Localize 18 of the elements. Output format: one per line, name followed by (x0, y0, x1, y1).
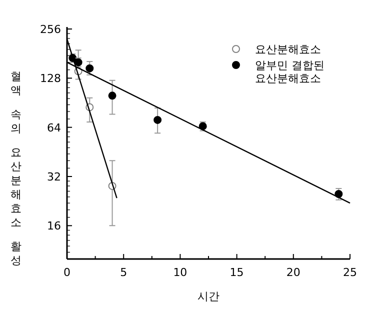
x-tick-label: 0 (64, 266, 70, 279)
legend-label: 알부민 결합된 요산분해효소 (255, 59, 324, 85)
y-tick-label: 64 (47, 121, 61, 134)
y-tick-label: 128 (40, 72, 61, 86)
x-tick-label: 5 (120, 266, 128, 279)
y-tick-label: 16 (47, 220, 61, 233)
text: 혈액 속의 요산분해효소 활성 (10, 70, 22, 267)
legend-label: 요산분해효소 (255, 43, 321, 56)
point (86, 64, 94, 72)
x-tick-label: 25 (343, 266, 357, 279)
point (108, 92, 116, 100)
y-tick-label: 32 (47, 170, 61, 184)
point (154, 116, 162, 124)
x-tick-label: 20 (286, 266, 300, 279)
y-tick-label: 256 (40, 23, 61, 36)
x-axis-title: 시간 (198, 290, 220, 303)
x-tick-label: 10 (173, 266, 188, 279)
x-tick-label: 15 (230, 266, 244, 279)
